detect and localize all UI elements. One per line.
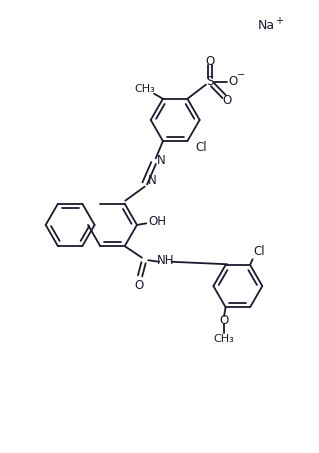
Text: −: − (237, 70, 245, 80)
Text: O: O (228, 75, 237, 88)
Text: NH: NH (157, 254, 175, 267)
Text: O: O (219, 314, 229, 327)
Text: N: N (148, 174, 156, 188)
Text: CH₃: CH₃ (134, 84, 155, 94)
Text: +: + (275, 16, 283, 26)
Text: O: O (205, 55, 215, 67)
Text: O: O (223, 94, 232, 107)
Text: OH: OH (148, 215, 166, 228)
Text: S: S (206, 75, 214, 88)
Text: N: N (156, 154, 165, 167)
Text: O: O (134, 279, 144, 292)
Text: Na: Na (257, 19, 275, 33)
Text: Cl: Cl (196, 141, 207, 154)
Text: CH₃: CH₃ (214, 333, 234, 343)
Text: Cl: Cl (253, 245, 265, 258)
